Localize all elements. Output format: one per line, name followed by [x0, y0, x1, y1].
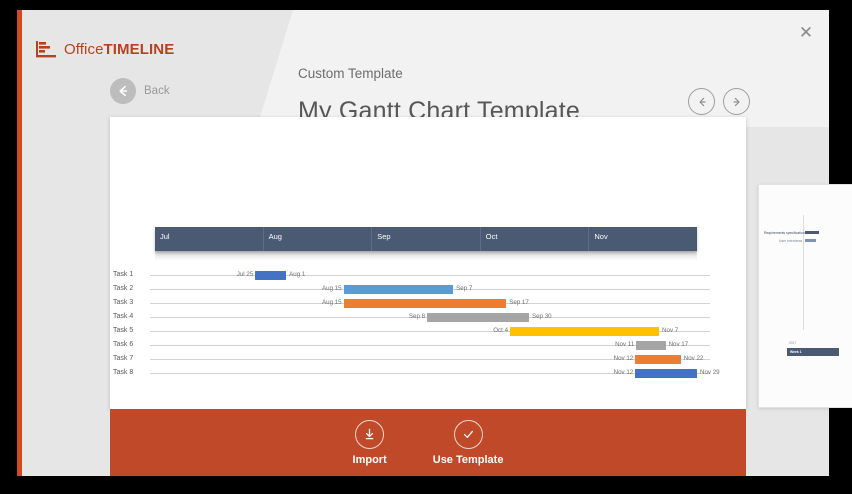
gantt-task-end-label: Nov 22 — [683, 355, 704, 362]
gantt-task-bar[interactable] — [427, 312, 529, 322]
gantt-task-start-label: Nov 12 — [613, 369, 634, 376]
gantt-task-bar[interactable] — [343, 298, 507, 308]
action-label: Use Template — [432, 453, 504, 466]
arrow-left-circle-icon[interactable] — [688, 88, 715, 115]
back-button[interactable]: Back — [110, 78, 170, 104]
logo-text-bold: TIMELINE — [103, 41, 175, 58]
thumbnail-week-label: Week 1 — [790, 349, 802, 354]
gantt-task-baseline — [150, 331, 710, 332]
gantt-task-start-label: Sep 8 — [408, 313, 426, 320]
gantt-task-label: Task 1 — [113, 271, 134, 278]
gantt-header-shadow — [155, 251, 697, 261]
close-icon[interactable]: ✕ — [793, 20, 819, 46]
app-logo: OfficeTIMELINE — [36, 40, 174, 59]
gantt-task-row: Task 4 Sep 8 Sep 30 — [110, 310, 746, 324]
logo-text: OfficeTIMELINE — [64, 41, 174, 58]
template-subtitle: Custom Template — [298, 66, 403, 81]
template-nav — [688, 88, 750, 115]
gantt-task-label: Task 3 — [113, 299, 134, 306]
gantt-task-start-label: Nov 11 — [615, 341, 635, 348]
gantt-task-row: Task 1 Jul 25 Aug 1 — [110, 268, 746, 282]
gantt-month-cell: Jul — [155, 227, 264, 251]
gantt-task-end-label: Aug 1 — [289, 271, 306, 278]
gantt-task-baseline — [150, 359, 710, 360]
gantt-task-start-label: Aug 15 — [322, 285, 342, 292]
gantt-month-cell: Sep — [372, 227, 481, 251]
gantt-task-baseline — [150, 345, 710, 346]
thumbnail-bar-1 — [805, 239, 816, 242]
gantt-task-start-label: Aug 15 — [322, 299, 342, 306]
gantt-task-start-label: Nov 12 — [613, 355, 634, 362]
gantt-task-bar[interactable] — [343, 284, 454, 294]
gantt-task-start-label: Oct 4 — [493, 327, 509, 334]
thumbnail-axis — [803, 215, 804, 330]
gantt-task-label: Task 7 — [113, 355, 134, 362]
gantt-task-row: Task 2 Aug 15 Sep 7 — [110, 282, 746, 296]
gantt-task-end-label: Nov 17 — [668, 341, 689, 348]
thumbnail-week-bar: Week 1 — [787, 348, 839, 356]
gantt-task-end-label: Sep 7 — [456, 285, 473, 292]
download-circle-icon — [355, 419, 385, 449]
gantt-month-cell: Oct — [481, 227, 590, 251]
gantt-task-bar[interactable] — [510, 326, 660, 336]
gantt-task-end-label: Sep 17 — [509, 299, 529, 306]
back-button-label: Back — [144, 85, 170, 97]
check-circle-icon — [453, 419, 483, 449]
gantt-month-label: Sep — [377, 232, 391, 241]
gantt-task-bar[interactable] — [636, 340, 666, 350]
gantt-task-row: Task 6 Nov 11 Nov 17 — [110, 338, 746, 352]
gantt-task-label: Task 4 — [113, 313, 134, 320]
gantt-task-end-label: Sep 30 — [531, 313, 552, 320]
logo-text-light: Office — [64, 41, 104, 58]
gantt-task-end-label: Nov 29 — [700, 369, 720, 376]
gantt-chart: Jul Aug Sep Oct Nov Task 1 Jul 25 Aug 1 Task 2 A… — [110, 117, 746, 409]
thumbnail-bar-0 — [805, 231, 819, 234]
gantt-task-label: Task 8 — [113, 369, 134, 376]
gantt-month-label: Oct — [485, 232, 498, 241]
gantt-task-label: Task 6 — [113, 341, 134, 348]
gantt-month-cell: Nov — [589, 227, 697, 251]
thumbnail-year: 2017 — [789, 341, 797, 345]
office-timeline-window: ✕ OfficeTIMELINE Back — [17, 10, 829, 476]
gantt-task-baseline — [150, 275, 710, 276]
gantt-task-end-label: Nov 7 — [662, 327, 679, 334]
gantt-task-row: Task 3 Aug 15 Sep 17 — [110, 296, 746, 310]
arrow-right-circle-icon[interactable] — [723, 88, 750, 115]
gantt-month-label: Nov — [594, 232, 608, 241]
gantt-task-bar[interactable] — [255, 270, 287, 280]
gantt-task-row: Task 7 Nov 12 Nov 22 — [110, 352, 746, 366]
gantt-task-label: Task 5 — [113, 327, 134, 334]
action-import[interactable]: Import — [352, 419, 387, 466]
template-thumbnail-panel[interactable]: Requirements specification User Intervie… — [758, 184, 852, 408]
gantt-task-start-label: Jul 25 — [236, 271, 254, 278]
arrow-left-icon — [110, 78, 136, 104]
gantt-task-label: Task 2 — [113, 285, 134, 292]
gantt-month-label: Aug — [268, 232, 282, 241]
gantt-task-row: Task 5 Oct 4 Nov 7 — [110, 324, 746, 338]
bar-chart-logo-icon — [36, 40, 57, 59]
thumbnail-label-1: User Interviews — [779, 239, 803, 243]
gantt-month-cell: Aug — [264, 227, 373, 251]
gantt-month-header: Jul Aug Sep Oct Nov — [155, 227, 697, 251]
action-bar: Import Use Template — [110, 409, 746, 476]
left-accent-stripe — [17, 10, 22, 476]
action-label: Import — [352, 453, 387, 466]
gantt-task-bar[interactable] — [635, 354, 681, 364]
gantt-task-row: Task 8 Nov 12 Nov 29 — [110, 366, 746, 380]
gantt-task-baseline — [150, 373, 710, 374]
gantt-month-label: Jul — [160, 232, 170, 241]
thumbnail-label-0: Requirements specification — [764, 231, 805, 235]
template-preview-card[interactable]: Jul Aug Sep Oct Nov Task 1 Jul 25 Aug 1 Task 2 A… — [110, 117, 746, 409]
gantt-task-bar[interactable] — [635, 368, 697, 378]
action-use-template[interactable]: Use Template — [432, 419, 504, 466]
